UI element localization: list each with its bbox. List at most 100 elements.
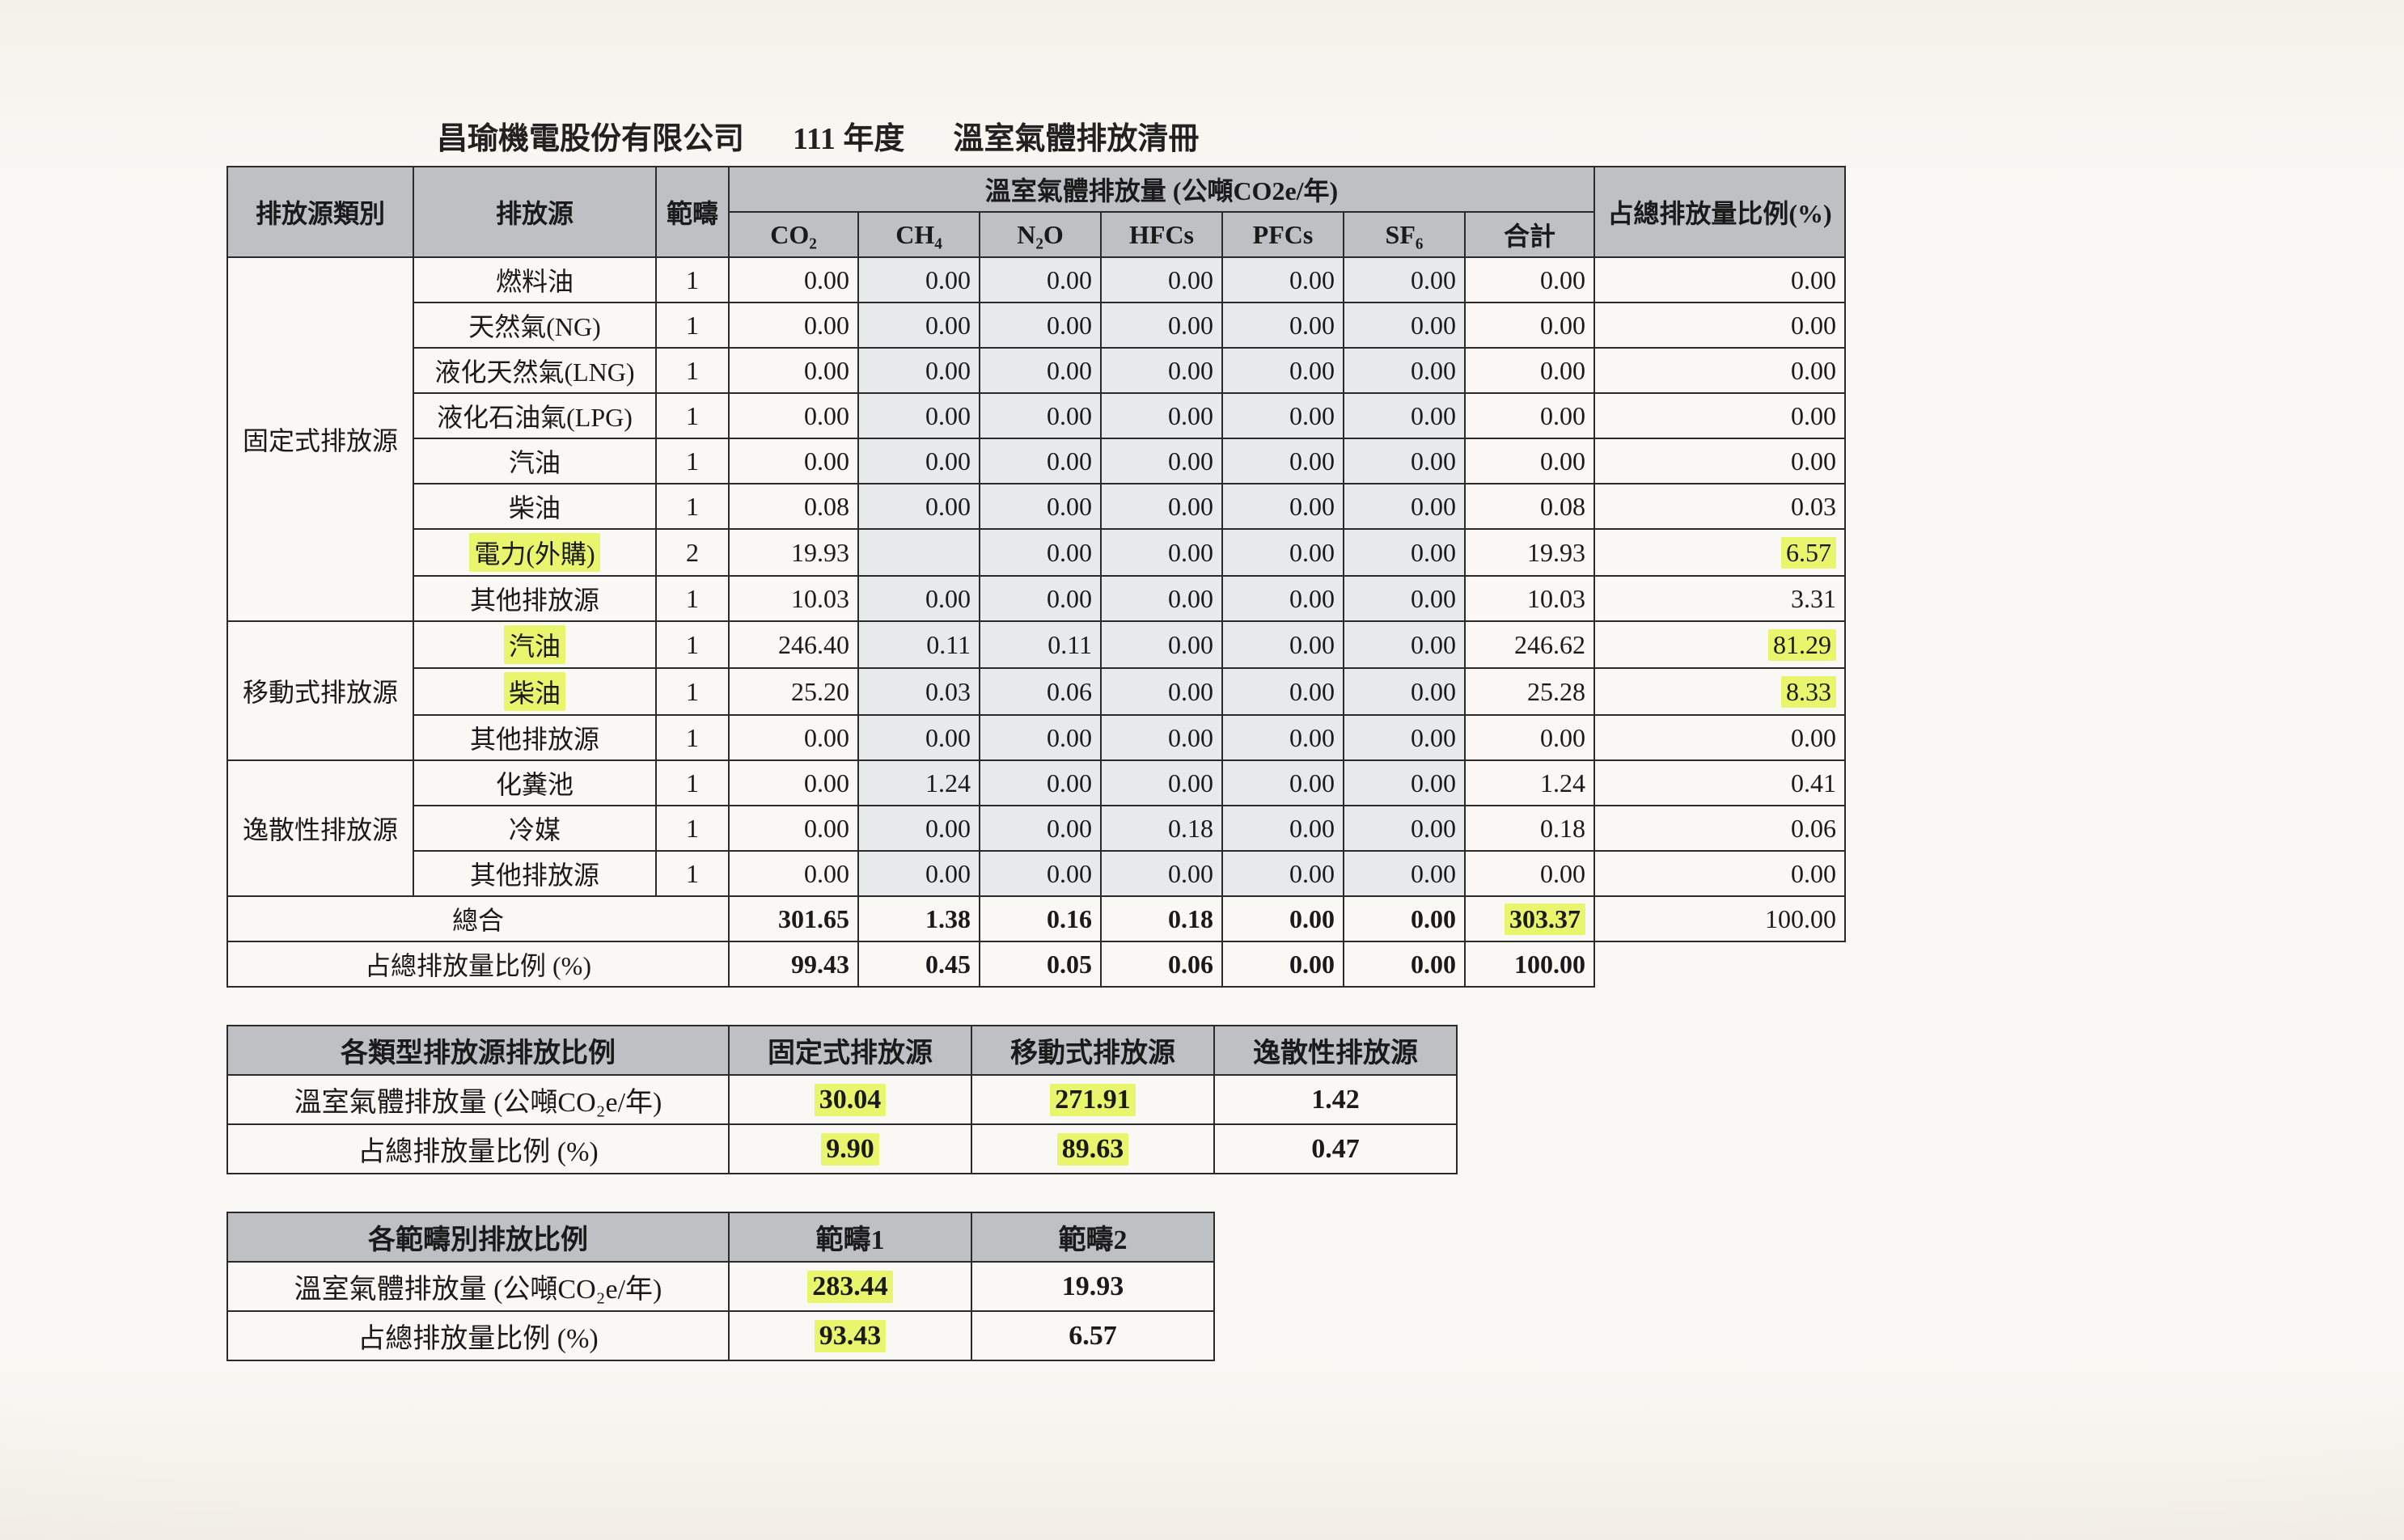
- pct-cell: 8.33: [1594, 668, 1845, 715]
- value-cell: 0.00: [1222, 302, 1344, 348]
- value-cell: 0.00: [729, 715, 858, 760]
- value-cell: 0.00: [1465, 348, 1594, 393]
- value-cell: 0.08: [729, 484, 858, 529]
- pct-row-cell: 0.00: [1222, 941, 1344, 987]
- value-cell: 0.00: [858, 393, 980, 438]
- value-cell: 0.00: [1222, 348, 1344, 393]
- value-cell: 0.11: [858, 621, 980, 668]
- scope-cell: 1: [656, 302, 729, 348]
- table-row: 溫室氣體排放量 (公噸CO₂e/年)283.4419.93: [227, 1262, 1214, 1311]
- value-cell: 0.00: [1101, 621, 1222, 668]
- value-cell: 1.24: [1465, 760, 1594, 806]
- value-cell: 0.00: [980, 393, 1101, 438]
- value-cell: 0.00: [858, 257, 980, 302]
- pct-row: 占總排放量比例 (%)99.430.450.050.060.000.00100.…: [227, 941, 1845, 987]
- pct-row-cell: 0.05: [980, 941, 1101, 987]
- value-cell: 0.00: [1222, 715, 1344, 760]
- value-cell: 0.00: [1344, 806, 1465, 851]
- table-row: 占總排放量比例 (%)9.9089.630.47: [227, 1124, 1457, 1174]
- value-cell: 0.00: [1344, 576, 1465, 621]
- title-year: 111 年度: [793, 113, 904, 158]
- value-cell: 0.00: [1222, 621, 1344, 668]
- value-cell: 0.00: [1222, 576, 1344, 621]
- value-cell: 246.40: [729, 621, 858, 668]
- totals-label: 總合: [227, 896, 729, 941]
- value-cell: 0.00: [1101, 257, 1222, 302]
- title-company: 昌瑜機電股份有限公司: [437, 113, 744, 158]
- value-cell: 283.44: [729, 1262, 971, 1311]
- pct-cell: 0.00: [1594, 715, 1845, 760]
- pct-cell: 3.31: [1594, 576, 1845, 621]
- scope-cell: 1: [656, 576, 729, 621]
- value-cell: 0.00: [1344, 393, 1465, 438]
- value-cell: 0.18: [1101, 806, 1222, 851]
- pct-cell: 0.00: [1594, 348, 1845, 393]
- value-cell: 0.00: [1222, 393, 1344, 438]
- value-cell: 0.03: [858, 668, 980, 715]
- table-header: CO₂: [729, 212, 858, 257]
- totals-cell: 0.18: [1101, 896, 1222, 941]
- table-row: 液化天然氣(LNG)10.000.000.000.000.000.000.000…: [227, 348, 1845, 393]
- category-cell: 固定式排放源: [227, 257, 413, 621]
- value-cell: 0.18: [1465, 806, 1594, 851]
- table-row: 液化石油氣(LPG)10.000.000.000.000.000.000.000…: [227, 393, 1845, 438]
- table-header: CH₄: [858, 212, 980, 257]
- table-header: 逸散性排放源: [1214, 1026, 1457, 1075]
- value-cell: 19.93: [971, 1262, 1214, 1311]
- value-cell: 0.00: [980, 851, 1101, 896]
- source-cell: 柴油: [413, 484, 656, 529]
- scope-cell: 1: [656, 438, 729, 484]
- source-cell: 汽油: [413, 621, 656, 668]
- value-cell: 0.00: [729, 806, 858, 851]
- value-cell: 0.00: [1465, 302, 1594, 348]
- value-cell: 0.47: [1214, 1124, 1457, 1174]
- value-cell: 0.00: [1344, 851, 1465, 896]
- pct-cell: 0.41: [1594, 760, 1845, 806]
- value-cell: 0.00: [1101, 438, 1222, 484]
- value-cell: 0.00: [1344, 760, 1465, 806]
- table-header: 排放源: [413, 167, 656, 257]
- value-cell: 0.06: [980, 668, 1101, 715]
- value-cell: 271.91: [971, 1075, 1214, 1124]
- value-cell: 10.03: [1465, 576, 1594, 621]
- source-cell: 冷媒: [413, 806, 656, 851]
- value-cell: 0.00: [1344, 529, 1465, 576]
- value-cell: 0.00: [1101, 484, 1222, 529]
- value-cell: 0.00: [980, 529, 1101, 576]
- scope-cell: 1: [656, 348, 729, 393]
- value-cell: 89.63: [971, 1124, 1214, 1174]
- value-cell: 0.00: [729, 393, 858, 438]
- table-header: 溫室氣體排放量 (公噸CO2e/年): [729, 167, 1594, 212]
- value-cell: 25.20: [729, 668, 858, 715]
- pct-cell: 0.00: [1594, 393, 1845, 438]
- value-cell: 0.00: [729, 348, 858, 393]
- value-cell: 0.00: [980, 715, 1101, 760]
- value-cell: 0.00: [1101, 760, 1222, 806]
- value-cell: 0.00: [1101, 393, 1222, 438]
- table-header: 移動式排放源: [971, 1026, 1214, 1075]
- source-cell: 液化石油氣(LPG): [413, 393, 656, 438]
- category-cell: 移動式排放源: [227, 621, 413, 760]
- source-cell: 汽油: [413, 438, 656, 484]
- value-cell: 0.00: [1465, 393, 1594, 438]
- value-cell: 25.28: [1465, 668, 1594, 715]
- value-cell: 0.00: [1344, 302, 1465, 348]
- value-cell: 0.00: [1222, 484, 1344, 529]
- value-cell: 0.00: [980, 576, 1101, 621]
- source-cell: 天然氣(NG): [413, 302, 656, 348]
- pct-row-cell: 0.06: [1101, 941, 1222, 987]
- value-cell: 0.00: [858, 715, 980, 760]
- pct-row-cell: 0.45: [858, 941, 980, 987]
- table-row: 柴油10.080.000.000.000.000.000.080.03: [227, 484, 1845, 529]
- value-cell: 0.00: [1101, 302, 1222, 348]
- table-row: 其他排放源10.000.000.000.000.000.000.000.00: [227, 715, 1845, 760]
- pct-cell: 6.57: [1594, 529, 1845, 576]
- source-cell: 液化天然氣(LNG): [413, 348, 656, 393]
- totals-pct: 100.00: [1594, 896, 1845, 941]
- pct-row-cell: 99.43: [729, 941, 858, 987]
- value-cell: 0.00: [729, 438, 858, 484]
- table-row: 冷媒10.000.000.000.180.000.000.180.06: [227, 806, 1845, 851]
- category-cell: 逸散性排放源: [227, 760, 413, 896]
- pct-row-cell: 0.00: [1344, 941, 1465, 987]
- scope-cell: 1: [656, 621, 729, 668]
